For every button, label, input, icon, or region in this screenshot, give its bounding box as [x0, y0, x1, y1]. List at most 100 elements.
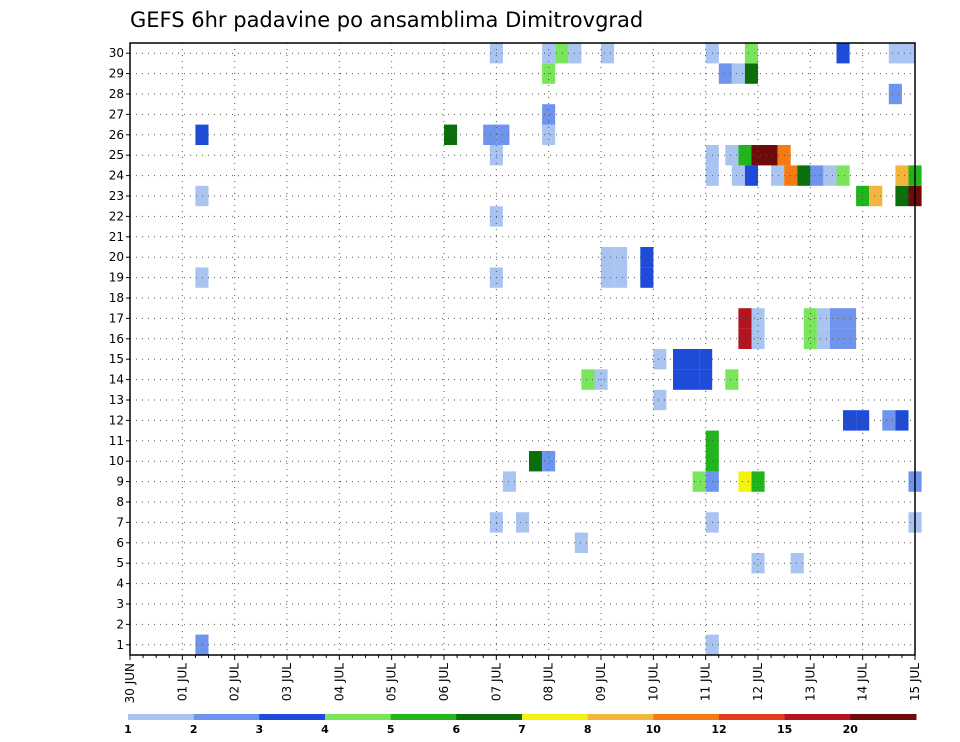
- heatmap-cell: [542, 43, 556, 64]
- y-tick-label: 3: [116, 597, 124, 611]
- heatmap-cell: [790, 553, 804, 574]
- colorbar-label: 2: [190, 723, 198, 736]
- y-tick-label: 26: [109, 128, 124, 142]
- heatmap-cell: [751, 145, 765, 166]
- colorbar-swatch: [522, 714, 589, 720]
- y-tick-label: 24: [109, 169, 124, 183]
- heatmap-cell: [738, 471, 752, 492]
- y-tick-label: 16: [109, 332, 124, 346]
- y-tick-label: 29: [109, 67, 124, 81]
- y-tick-label: 22: [109, 209, 124, 223]
- y-tick-label: 14: [109, 373, 124, 387]
- colorbar-swatch: [850, 714, 917, 720]
- heatmap-cell: [601, 43, 615, 64]
- heatmap-cell: [444, 124, 458, 145]
- heatmap-cell: [895, 410, 909, 431]
- y-tick-label: 11: [109, 434, 124, 448]
- heatmap-cell: [843, 308, 857, 329]
- colorbar-swatch: [719, 714, 786, 720]
- heatmap-cell: [738, 308, 752, 329]
- y-tick-label: 21: [109, 230, 124, 244]
- colorbar-swatch: [193, 714, 260, 720]
- colorbar-label: 7: [518, 723, 526, 736]
- colorbar-swatch: [587, 714, 654, 720]
- x-tick-label: 14 JUL: [856, 663, 870, 701]
- heatmap-cell: [738, 328, 752, 349]
- heatmap-cell: [581, 369, 595, 390]
- y-tick-label: 28: [109, 87, 124, 101]
- colorbar-label: 15: [777, 723, 792, 736]
- heatmap-cell: [195, 185, 209, 207]
- x-tick-label: 30 JUN: [123, 663, 137, 703]
- heatmap-cell: [830, 328, 844, 349]
- colorbar-label: 8: [584, 723, 592, 736]
- x-tick-label: 09 JUL: [594, 663, 608, 701]
- heatmap-cell: [764, 145, 778, 166]
- colorbar-label: 6: [452, 723, 460, 736]
- heatmap-cell: [699, 349, 713, 370]
- heatmap-cell: [483, 124, 497, 145]
- x-tick-label: 01 JUL: [175, 663, 189, 701]
- heatmap-cell: [797, 165, 811, 186]
- colorbar-swatch: [784, 714, 851, 720]
- heatmap-cell: [731, 165, 745, 186]
- heatmap-cell: [516, 512, 530, 533]
- colorbar-label: 4: [321, 723, 329, 736]
- x-tick-label: 11 JUL: [699, 663, 713, 701]
- heatmap-cell: [744, 43, 758, 64]
- y-tick-label: 5: [116, 556, 124, 570]
- y-tick-label: 17: [109, 311, 124, 325]
- heatmap-cell: [751, 328, 765, 349]
- heatmap-cell: [195, 634, 209, 655]
- x-tick-label: 05 JUL: [385, 663, 399, 701]
- y-tick-label: 8: [116, 495, 124, 509]
- colorbar-swatch: [390, 714, 457, 720]
- heatmap-cell: [744, 63, 758, 84]
- heatmap-cell: [718, 63, 732, 84]
- heatmap-cell: [888, 43, 902, 64]
- heatmap-cell: [816, 328, 830, 349]
- colorbar-swatch: [128, 714, 195, 720]
- heatmap-cell: [803, 308, 817, 329]
- heatmap-cell: [195, 124, 209, 145]
- heatmap-cell: [901, 43, 915, 64]
- y-tick-label: 15: [109, 352, 124, 366]
- heatmap-cell: [816, 308, 830, 329]
- heatmap-cell: [895, 165, 909, 186]
- y-tick-label: 13: [109, 393, 124, 407]
- y-tick-label: 27: [109, 107, 124, 121]
- y-tick-label: 9: [116, 475, 124, 489]
- heatmap-cell: [574, 532, 588, 553]
- colorbar-label: 3: [255, 723, 263, 736]
- y-tick-label: 1: [116, 638, 124, 652]
- y-tick-label: 25: [109, 148, 124, 162]
- y-tick-label: 7: [116, 515, 124, 529]
- colorbar-swatch: [325, 714, 392, 720]
- colorbar-swatch: [653, 714, 720, 720]
- heatmap-cell: [686, 349, 700, 370]
- heatmap-cell: [542, 124, 556, 145]
- heatmap-cell: [869, 185, 883, 207]
- gridlines: [130, 43, 915, 655]
- heatmap-cell: [502, 471, 516, 492]
- heatmap-cell: [614, 267, 628, 288]
- y-tick-label: 4: [116, 577, 124, 591]
- colorbar-label: 5: [387, 723, 395, 736]
- heatmap-cell: [882, 410, 896, 431]
- heatmap-cell: [823, 165, 837, 186]
- heatmap-cell: [555, 43, 569, 64]
- heatmap-cell: [601, 267, 615, 288]
- colorbar: 1 2 3 4 5 6 7 8 10 12 15 20: [124, 714, 917, 736]
- heatmap-cell: [686, 369, 700, 390]
- colorbar-label: 12: [711, 723, 726, 736]
- x-tick-label: 02 JUL: [228, 663, 242, 701]
- x-axis: 30 JUN 01 JUL 02 JUL 03 JUL 04 JUL 05 JUL 06 J…: [123, 655, 922, 703]
- heatmap-cell: [836, 165, 850, 186]
- x-tick-label: 12 JUL: [751, 663, 765, 701]
- y-tick-label: 19: [109, 271, 124, 285]
- x-tick-label: 13 JUL: [803, 663, 817, 701]
- heatmap-cell: [195, 267, 209, 288]
- heatmap-cell: [895, 185, 909, 207]
- heatmap-cell: [843, 410, 857, 431]
